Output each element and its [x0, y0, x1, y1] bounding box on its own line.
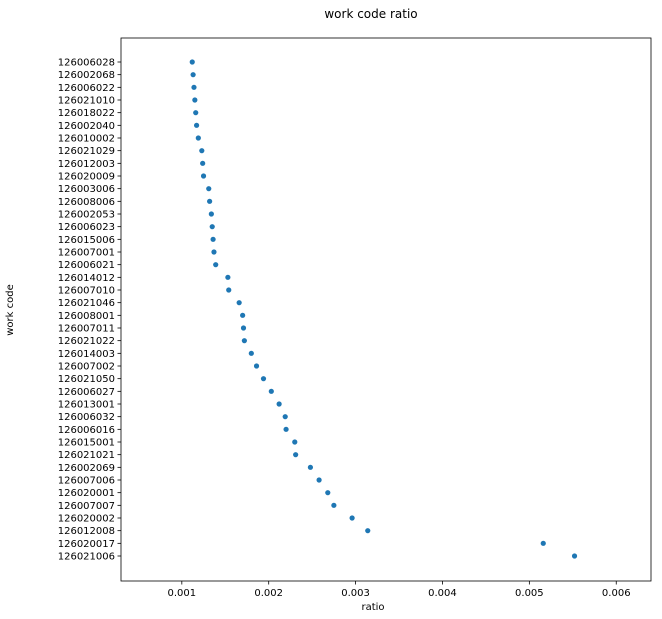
y-tick-label: 126007002 — [58, 362, 115, 373]
y-tick-label: 126008006 — [58, 197, 115, 208]
data-point — [236, 300, 242, 306]
y-tick-label: 126007007 — [58, 501, 115, 512]
x-tick-label: 0.005 — [515, 588, 544, 599]
y-tick-label: 126006028 — [58, 58, 115, 69]
data-point — [190, 72, 196, 78]
y-tick-label: 126014012 — [58, 273, 115, 284]
data-point — [276, 401, 282, 407]
data-point — [207, 198, 213, 204]
y-tick-label: 126006023 — [58, 222, 115, 233]
y-tick-label: 126007006 — [58, 476, 115, 487]
chart-title: work code ratio — [324, 7, 417, 21]
y-tick-label: 126012008 — [58, 526, 115, 537]
x-tick-label: 0.002 — [254, 588, 283, 599]
data-point — [282, 414, 288, 420]
y-tick-label: 126003006 — [58, 184, 115, 195]
data-point — [193, 122, 200, 128]
x-axis: 0.001 0.002 0.003 0.004 0.005 0.006 — [167, 581, 631, 599]
data-point — [268, 388, 274, 394]
data-point — [365, 528, 371, 534]
y-tick-label: 126021021 — [58, 450, 115, 461]
y-tick-label: 126006016 — [58, 425, 115, 436]
y-tick-label: 126007001 — [58, 248, 115, 259]
data-point — [193, 110, 199, 116]
y-tick-label: 126015001 — [58, 438, 115, 449]
x-tick-label: 0.004 — [428, 588, 457, 599]
y-tick-label: 126012003 — [58, 159, 115, 170]
data-point — [206, 186, 212, 192]
data-point — [240, 312, 246, 318]
y-tick-label: 126010002 — [58, 134, 115, 145]
data-point — [349, 515, 355, 521]
y-tick-label: 126007011 — [58, 324, 115, 335]
y-tick-label: 126013001 — [58, 400, 115, 411]
data-point — [253, 363, 260, 369]
x-tick-label: 0.003 — [341, 588, 370, 599]
y-tick-label: 126006021 — [58, 260, 115, 271]
y-tick-label: 126006022 — [58, 83, 115, 94]
x-tick-label: 0.006 — [602, 588, 631, 599]
data-point — [325, 490, 331, 496]
y-tick-label: 126006032 — [58, 412, 115, 423]
data-point — [225, 274, 231, 280]
y-tick-label: 126021022 — [58, 336, 115, 347]
y-axis-label: work code — [5, 284, 16, 336]
y-tick-label: 126021029 — [58, 146, 115, 157]
data-point — [248, 350, 254, 356]
data-point — [209, 224, 215, 230]
data-point — [293, 452, 299, 458]
data-point — [260, 376, 267, 382]
data-point — [571, 553, 578, 559]
data-point — [307, 464, 314, 470]
data-point — [200, 173, 207, 179]
data-points — [189, 59, 578, 559]
y-tick-label: 126021006 — [58, 552, 115, 563]
data-point — [191, 84, 197, 90]
data-point — [192, 97, 198, 103]
data-point — [208, 211, 214, 217]
y-tick-label: 126007010 — [58, 286, 115, 297]
data-point — [189, 59, 195, 65]
data-point — [200, 160, 206, 166]
y-tick-label: 126002040 — [58, 121, 115, 132]
y-tick-label: 126014003 — [58, 349, 115, 360]
data-point — [213, 262, 219, 268]
y-tick-label: 126018022 — [58, 108, 115, 119]
data-point — [211, 249, 217, 255]
data-point — [331, 502, 337, 508]
plot-area — [120, 37, 652, 582]
y-tick-label: 126002068 — [58, 70, 115, 81]
y-tick-label: 126006027 — [58, 387, 115, 398]
data-point — [283, 426, 289, 432]
y-tick-label: 126020002 — [58, 514, 115, 525]
y-tick-label: 126002069 — [58, 463, 115, 474]
y-tick-label: 126020017 — [58, 539, 115, 550]
data-point — [292, 439, 298, 445]
y-axis: 1260060281260020681260060221260210101260… — [58, 58, 121, 563]
x-tick-label: 0.001 — [167, 588, 196, 599]
data-point — [240, 325, 247, 331]
data-point — [540, 540, 546, 546]
y-tick-label: 126021050 — [58, 374, 115, 385]
data-point — [241, 338, 247, 344]
data-point — [195, 135, 201, 141]
y-tick-label: 126008001 — [58, 311, 115, 322]
y-tick-label: 126015006 — [58, 235, 115, 246]
y-tick-label: 126020001 — [58, 488, 115, 499]
data-point — [199, 148, 205, 154]
y-tick-label: 126021010 — [58, 96, 115, 107]
x-axis-label: ratio — [361, 602, 384, 613]
y-tick-label: 126020009 — [58, 172, 115, 183]
data-point — [316, 477, 322, 483]
y-tick-label: 126021046 — [58, 298, 115, 309]
data-point — [226, 287, 232, 293]
data-point — [210, 236, 216, 242]
y-tick-label: 126002053 — [58, 210, 115, 221]
